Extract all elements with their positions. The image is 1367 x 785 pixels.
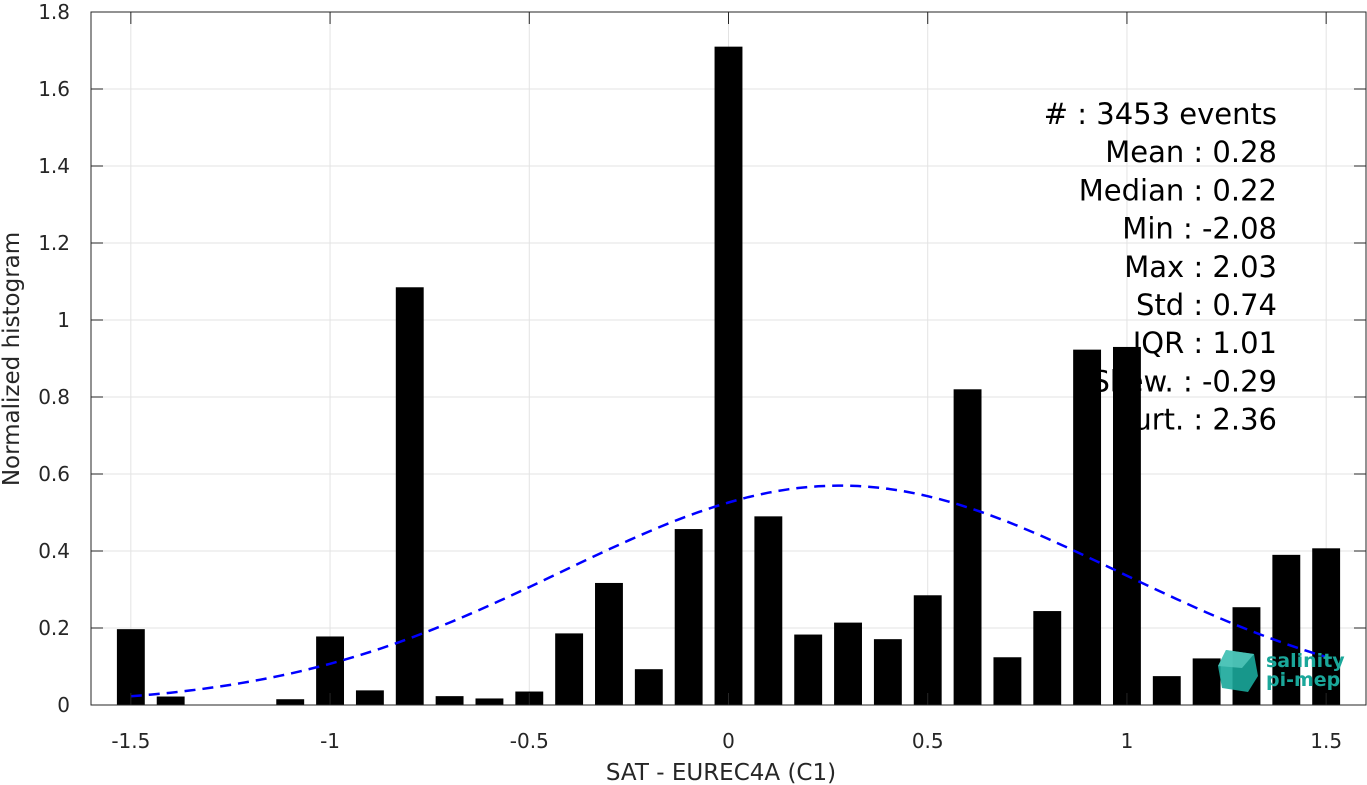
histogram-bar <box>1033 611 1062 705</box>
histogram-bar <box>595 582 623 705</box>
axes <box>90 11 1367 706</box>
histogram-bar <box>834 622 862 705</box>
salinity-pimep-logo: salinity pi-mep <box>1218 650 1345 692</box>
logo-cube-facet <box>1218 650 1254 668</box>
x-tick-label: -1.5 <box>111 729 150 753</box>
y-tick-labels: 0 0.2 0.4 0.6 0.8 1 1.2 1.4 1.6 1.8 <box>38 0 70 717</box>
x-axis-label: SAT - EUREC4A (C1) <box>606 760 836 785</box>
histogram-bar <box>794 634 823 705</box>
histogram-bar <box>1073 349 1102 705</box>
histogram-bar <box>913 595 942 705</box>
histogram-bar <box>1112 346 1141 705</box>
stat-line: IQR : 1.01 <box>1133 326 1277 360</box>
x-tick-label: 1.5 <box>1310 729 1342 753</box>
x-tick-label: -0.5 <box>510 729 549 753</box>
x-tick-label: 0.5 <box>912 729 944 753</box>
y-tick-label: 0.4 <box>38 539 70 563</box>
stat-line: Max : 2.03 <box>1124 250 1277 284</box>
statistics-annotation: # : 3453 events Mean : 0.28 Median : 0.22 M… <box>1044 97 1277 437</box>
histogram-bar <box>1152 676 1181 705</box>
logo-line-2: pi-mep <box>1266 669 1340 691</box>
histogram-bar <box>873 639 902 705</box>
y-tick-label: 1.8 <box>38 0 70 24</box>
stat-line: Median : 0.22 <box>1079 173 1277 207</box>
x-tick-label: 0 <box>722 729 735 753</box>
histogram-bar <box>1272 554 1301 705</box>
y-tick-label: 1 <box>57 308 70 332</box>
histogram-bar <box>116 629 145 705</box>
histogram-bar <box>355 690 384 705</box>
y-tick-label: 1.6 <box>38 77 70 101</box>
histogram-bar <box>475 698 504 705</box>
stat-line: Min : -2.08 <box>1122 212 1277 246</box>
histogram-bar <box>435 696 464 705</box>
stat-line: Skew. : -0.29 <box>1091 364 1277 398</box>
y-tick-label: 0.2 <box>38 616 70 640</box>
histogram-bar <box>1312 548 1341 705</box>
normal-fit-curve <box>130 484 1327 698</box>
histogram-bar <box>555 633 584 705</box>
stat-line: Std : 0.74 <box>1136 288 1277 322</box>
histogram-bar <box>156 696 185 705</box>
histogram-bar <box>993 657 1022 705</box>
histogram-bar <box>276 699 305 705</box>
x-tick-label: -1 <box>320 729 340 753</box>
logo-line-1: salinity <box>1266 650 1345 672</box>
y-tick-label: 0.6 <box>38 462 70 486</box>
stat-line: Mean : 0.28 <box>1105 135 1277 169</box>
x-tick-labels: -1.5 -1 -0.5 0 0.5 1 1.5 <box>111 729 1342 753</box>
y-tick-label: 1.2 <box>38 231 70 255</box>
histogram-bar <box>714 46 743 705</box>
histogram-bar <box>634 669 663 705</box>
histogram-bar <box>1192 658 1221 705</box>
x-tick-label: 1 <box>1121 729 1134 753</box>
stat-line: Kurt. : 2.36 <box>1116 403 1277 437</box>
y-tick-label: 1.4 <box>38 154 70 178</box>
y-tick-label: 0 <box>57 693 70 717</box>
y-axis-label: Normalized histogram <box>0 232 25 486</box>
histogram-bar <box>754 516 783 705</box>
histogram-bar <box>674 529 703 705</box>
histogram-bar <box>953 389 982 705</box>
y-tick-label: 0.8 <box>38 385 70 409</box>
stat-line: # : 3453 events <box>1044 97 1277 131</box>
